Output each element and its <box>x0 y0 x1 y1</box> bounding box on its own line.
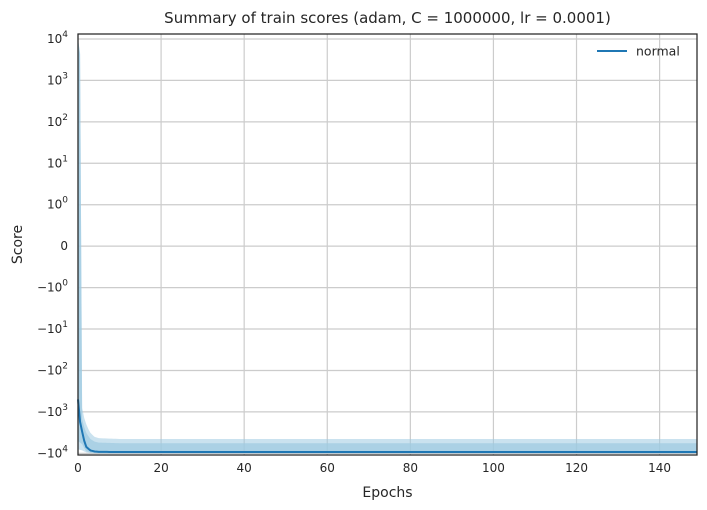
x-tick-label: 100 <box>482 461 505 475</box>
y-tick-label: −101 <box>37 320 68 336</box>
y-tick-label: −104 <box>37 444 68 460</box>
x-tick-label: 20 <box>153 461 168 475</box>
x-tick-label: 140 <box>648 461 671 475</box>
grid-lines <box>77 34 697 455</box>
series-lines <box>77 399 697 454</box>
y-tick-label: −102 <box>37 361 68 377</box>
x-tick-label: 120 <box>565 461 588 475</box>
plot-frame <box>77 33 698 456</box>
y-tick-label: −100 <box>37 279 68 295</box>
x-tick-label: 60 <box>320 461 335 475</box>
series-line-normal <box>77 399 697 454</box>
x-tick-label: 40 <box>237 461 252 475</box>
y-axis-title: Score <box>10 225 26 264</box>
y-tick-label: −103 <box>37 403 68 419</box>
legend-label-normal: normal <box>636 44 680 59</box>
x-tick-label: 80 <box>403 461 418 475</box>
chart-title: Summary of train scores (adam, C = 10000… <box>164 9 611 27</box>
y-tick-label: 0 <box>60 239 68 253</box>
x-tick-label: 0 <box>74 461 82 475</box>
legend: normal <box>597 44 680 59</box>
x-axis-title: Epochs <box>362 485 412 501</box>
x-axis-ticks: 0 20 40 60 80 100 120 140 <box>74 461 671 475</box>
